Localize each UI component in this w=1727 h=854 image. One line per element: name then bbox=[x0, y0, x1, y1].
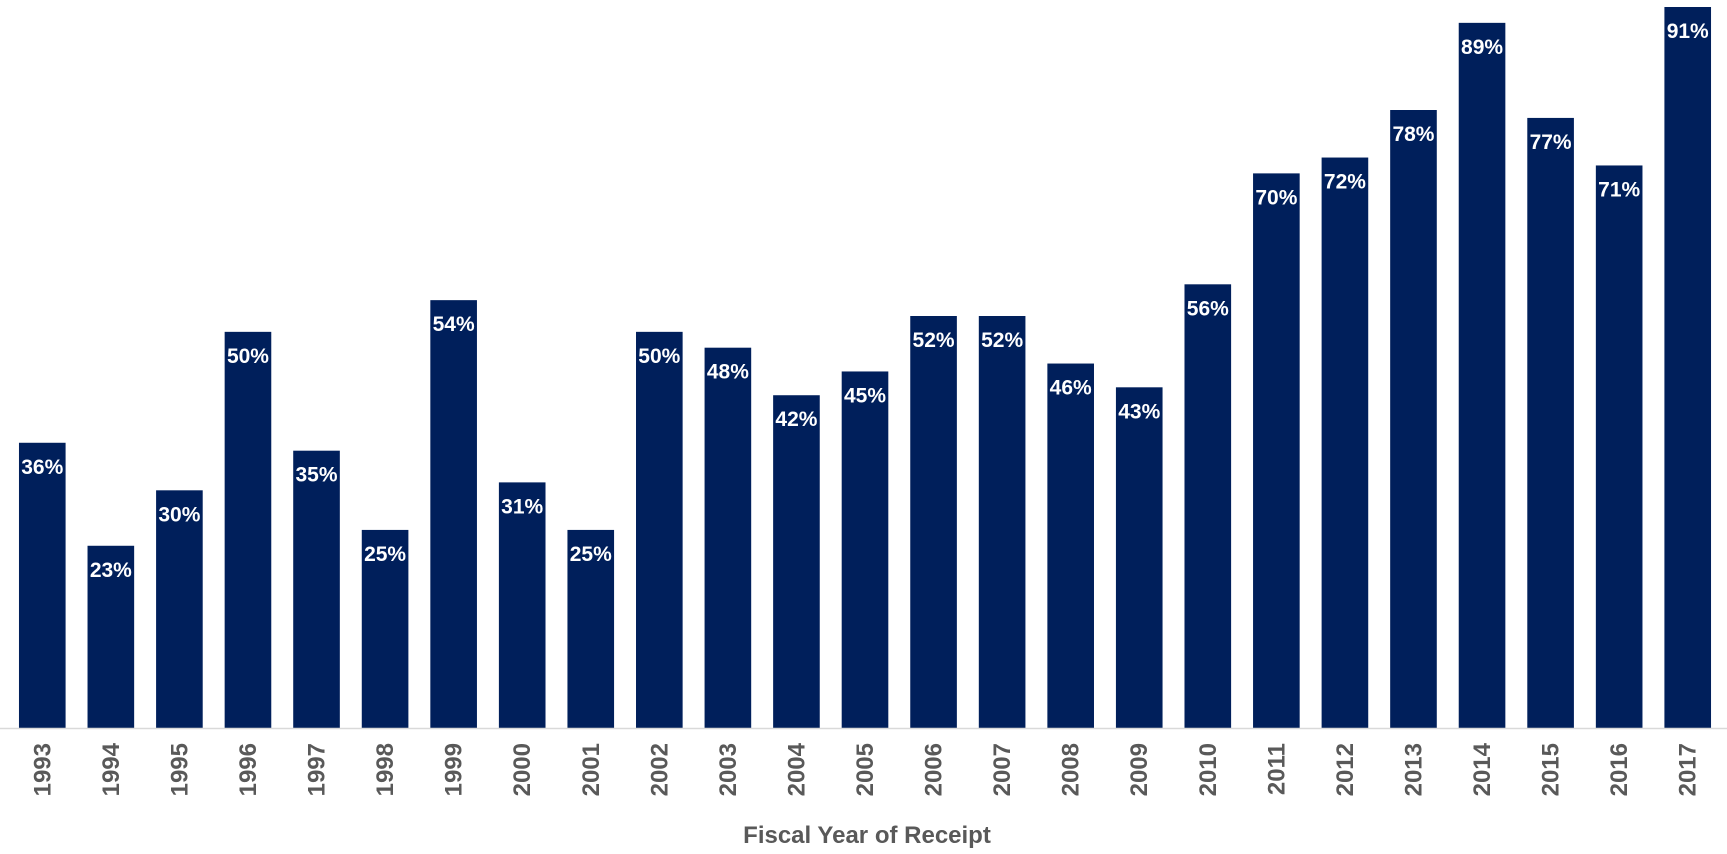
bar-value-label: 46% bbox=[1050, 377, 1092, 400]
bar-value-label: 31% bbox=[501, 495, 543, 518]
bar-2015 bbox=[1527, 117, 1574, 729]
bars-layer bbox=[18, 7, 1712, 729]
bar-value-label: 43% bbox=[1118, 400, 1160, 423]
bar-labels-layer: 36% 23% 30% 50% 35% 25% 54% 31% 25% 50% 48% 42% 45% 5… bbox=[21, 20, 1709, 582]
x-tick-label: 1993 bbox=[29, 743, 56, 796]
bar-value-label: 91% bbox=[1667, 20, 1709, 43]
bar-value-label: 42% bbox=[775, 408, 817, 431]
bar-2016 bbox=[1595, 165, 1643, 728]
x-tick-label: 2010 bbox=[1195, 743, 1222, 796]
bar-value-label: 78% bbox=[1392, 123, 1434, 146]
x-tick-label: 2012 bbox=[1332, 743, 1359, 796]
bar-2011 bbox=[1253, 173, 1300, 728]
bar-value-label: 89% bbox=[1461, 36, 1503, 59]
x-tick-label: 2015 bbox=[1538, 743, 1565, 796]
bar-value-label: 70% bbox=[1255, 186, 1297, 209]
bar-2013 bbox=[1390, 110, 1437, 728]
x-tick-label: 1997 bbox=[304, 743, 331, 796]
bar-2005 bbox=[841, 371, 889, 728]
bar-2000 bbox=[498, 482, 546, 728]
bar-1995 bbox=[156, 490, 203, 728]
x-tick-labels: 1993 1994 1995 1996 1997 1998 1999 2000 2001 2002… bbox=[29, 742, 1701, 796]
bar-2008 bbox=[1047, 363, 1094, 728]
bar-value-label: 30% bbox=[158, 503, 200, 526]
x-tick-label: 2002 bbox=[646, 743, 673, 796]
bar-2002 bbox=[636, 331, 683, 728]
bar-value-label: 25% bbox=[364, 543, 406, 566]
bar-value-label: 45% bbox=[844, 384, 886, 407]
bar-value-label: 56% bbox=[1187, 297, 1229, 320]
bar-2014 bbox=[1458, 22, 1506, 729]
x-tick-label: 2006 bbox=[921, 743, 948, 796]
bar-1999 bbox=[430, 300, 477, 728]
bar-1998 bbox=[361, 529, 409, 728]
bar-2004 bbox=[773, 395, 820, 728]
x-tick-label: 1995 bbox=[166, 743, 193, 796]
bar-1993 bbox=[18, 442, 66, 728]
bar-2012 bbox=[1321, 157, 1369, 729]
x-tick-label: 2005 bbox=[852, 743, 879, 796]
bar-value-label: 54% bbox=[433, 313, 475, 336]
bar-value-label: 52% bbox=[981, 329, 1023, 352]
bar-2010 bbox=[1184, 284, 1232, 728]
bar-value-label: 35% bbox=[296, 464, 338, 487]
x-tick-label: 2011 bbox=[1263, 743, 1290, 795]
bar-value-label: 77% bbox=[1530, 131, 1572, 154]
x-tick-label: 2014 bbox=[1469, 742, 1496, 796]
x-tick-label: 1996 bbox=[235, 743, 262, 796]
x-tick-label: 1998 bbox=[372, 743, 399, 796]
bar-2009 bbox=[1115, 387, 1163, 728]
bar-2001 bbox=[567, 529, 615, 728]
bar-value-label: 50% bbox=[227, 345, 269, 368]
bar-value-label: 48% bbox=[707, 361, 749, 384]
x-tick-label: 2007 bbox=[989, 743, 1016, 796]
bar-value-label: 25% bbox=[570, 543, 612, 566]
x-tick-label: 2003 bbox=[715, 743, 742, 796]
bar-2003 bbox=[704, 347, 752, 728]
bar-2006 bbox=[910, 316, 957, 728]
x-tick-label: 2013 bbox=[1400, 743, 1427, 796]
bar-value-label: 50% bbox=[638, 345, 680, 368]
bar-value-label: 52% bbox=[913, 329, 955, 352]
bar-2017 bbox=[1664, 7, 1712, 728]
x-tick-label: 2004 bbox=[783, 742, 810, 796]
bar-1994 bbox=[87, 545, 135, 728]
bar-2007 bbox=[978, 316, 1026, 728]
x-tick-label: 2016 bbox=[1606, 743, 1633, 796]
bar-value-label: 71% bbox=[1598, 178, 1640, 201]
x-tick-label: 2001 bbox=[578, 743, 605, 796]
x-tick-label: 1994 bbox=[98, 742, 125, 796]
x-tick-label: 2000 bbox=[509, 743, 536, 796]
x-tick-label: 2008 bbox=[1058, 743, 1085, 796]
x-axis-title: Fiscal Year of Receipt bbox=[743, 822, 991, 849]
bar-value-label: 36% bbox=[21, 456, 63, 479]
bar-1996 bbox=[224, 331, 272, 728]
x-tick-label: 2017 bbox=[1675, 743, 1702, 796]
x-tick-label: 2009 bbox=[1126, 743, 1153, 796]
bar-value-label: 23% bbox=[90, 559, 132, 582]
bar-value-label: 72% bbox=[1324, 171, 1366, 194]
bar-1997 bbox=[293, 450, 340, 728]
x-tick-label: 1999 bbox=[441, 743, 468, 796]
